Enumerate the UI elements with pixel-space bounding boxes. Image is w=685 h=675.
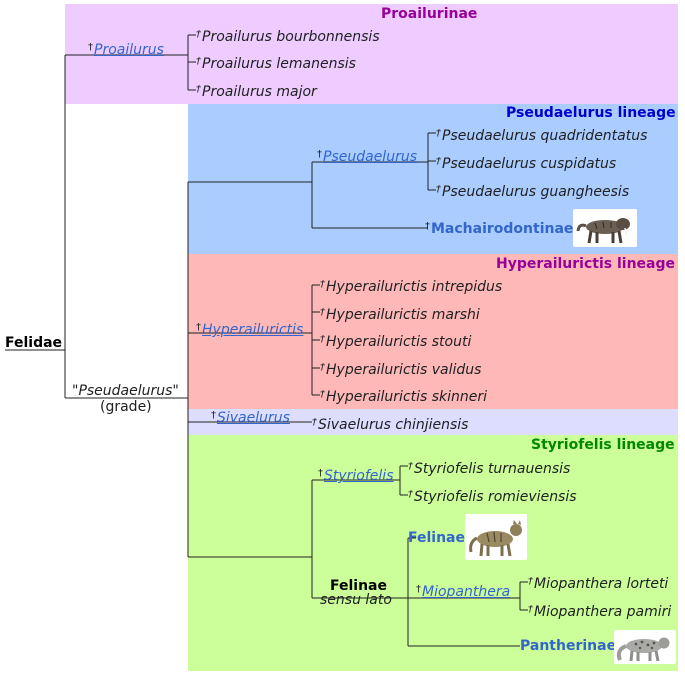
wild-cat-icon <box>465 514 527 560</box>
proailurus-species: †Proailurus bourbonnensis <box>196 29 380 45</box>
grade-sublabel: (grade) <box>100 399 152 415</box>
snow-leopard-icon <box>614 630 676 664</box>
machairodontinae-link[interactable]: †Machairodontinae <box>425 221 574 237</box>
proailurinae-band <box>65 4 678 104</box>
sivaelurus-species: †Sivaelurus chinjiensis <box>312 417 469 433</box>
pseudaelurus-grade-label: "Pseudaelurus" <box>72 383 179 399</box>
pseudaelurus-species: †Pseudaelurus guangheesis <box>436 184 630 200</box>
styriofelis-species: †Styriofelis turnauensis <box>408 461 571 477</box>
miopanthera-genus[interactable]: †Miopanthera <box>416 584 511 600</box>
styriofelis-species: †Styriofelis romieviensis <box>408 489 577 505</box>
proailurus-species: †Proailurus lemanensis <box>196 56 356 72</box>
hyperailurictis-genus[interactable]: †Hyperailurictis <box>196 322 304 338</box>
pantherinae-link[interactable]: Pantherinae <box>520 638 617 654</box>
pseudaelurus-lineage-title: Pseudaelurus lineage <box>506 105 676 121</box>
sensu-lato-sublabel: sensu lato <box>320 592 392 608</box>
hyperailurictis-species: †Hyperailurictis skinneri <box>320 389 488 405</box>
styriofelis-band <box>188 435 678 671</box>
sivaelurus-genus[interactable]: †Sivaelurus <box>211 410 290 426</box>
hyperailurictis-species: †Hyperailurictis marshi <box>320 307 480 323</box>
miopanthera-species: †Miopanthera pamiri <box>528 604 672 620</box>
proailurus-genus[interactable]: †Proailurus <box>88 42 164 58</box>
pseudaelurus-genus[interactable]: †Pseudaelurus <box>317 149 417 165</box>
sabertooth-cat-icon <box>573 209 637 247</box>
hyperailurictis-band <box>188 254 678 409</box>
hyperailurictis-species: †Hyperailurictis intrepidus <box>320 279 503 295</box>
hyperailurictis-species: †Hyperailurictis stouti <box>320 334 472 350</box>
felidae-label: Felidae <box>5 335 63 351</box>
hyperailurictis-lineage-title: Hyperailurictis lineage <box>496 256 675 272</box>
proailurus-species: †Proailurus major <box>196 84 317 100</box>
felinae-link[interactable]: Felinae <box>408 530 465 546</box>
styriofelis-lineage-title: Styriofelis lineage <box>531 437 675 453</box>
pseudaelurus-species: †Pseudaelurus cuspidatus <box>436 156 617 172</box>
felinae-sensu-lato-label: Felinae <box>330 578 387 594</box>
styriofelis-genus[interactable]: †Styriofelis <box>318 468 394 484</box>
miopanthera-species: †Miopanthera lorteti <box>528 576 669 592</box>
proailurinae-title: Proailurinae <box>381 6 478 22</box>
pseudaelurus-species: †Pseudaelurus quadridentatus <box>436 128 648 144</box>
hyperailurictis-species: †Hyperailurictis validus <box>320 362 482 378</box>
